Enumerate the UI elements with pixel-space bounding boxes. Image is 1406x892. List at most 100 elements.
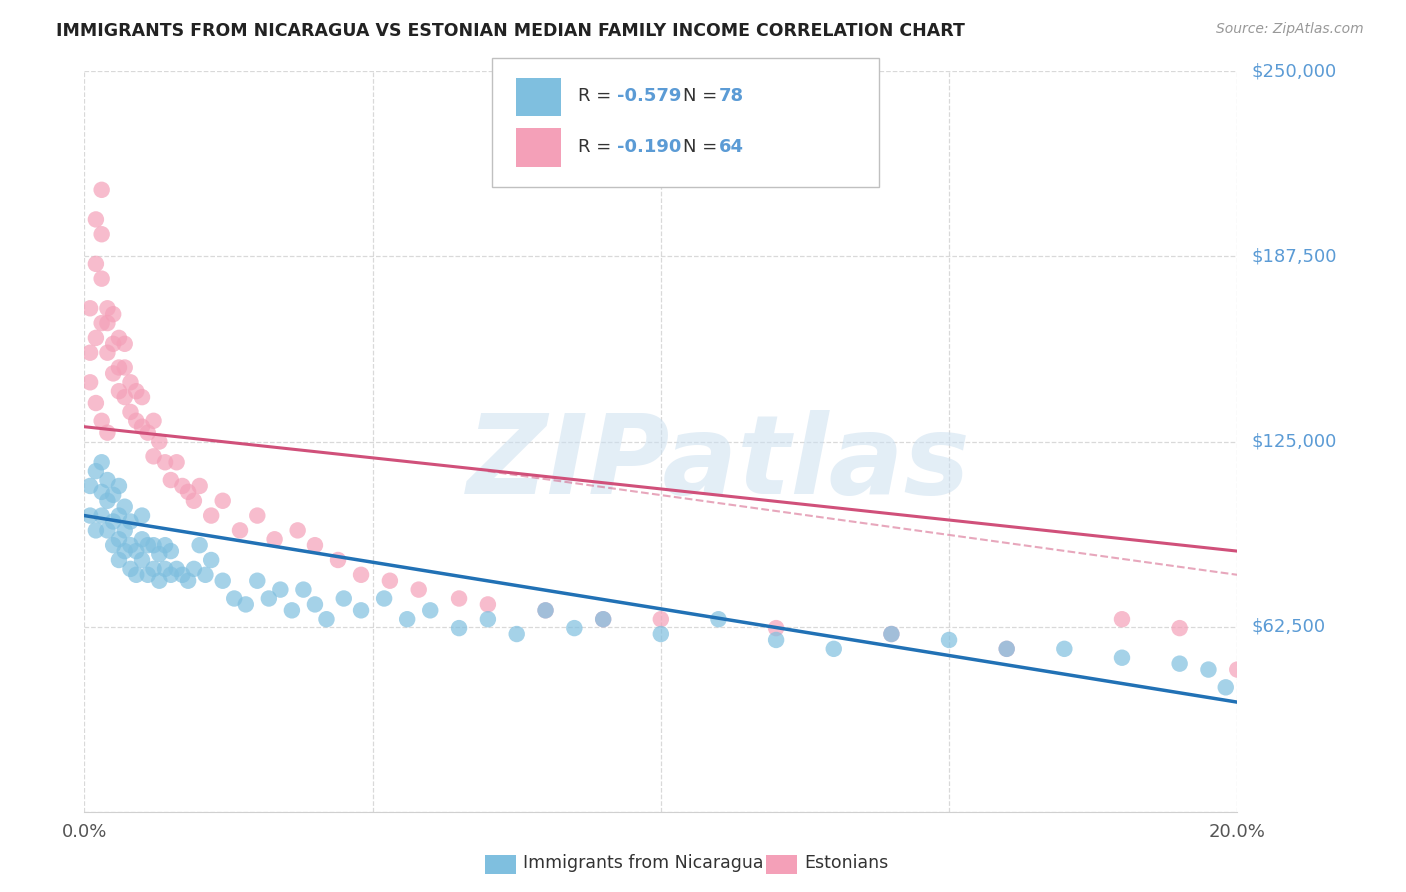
Point bbox=[257, 591, 280, 606]
Point bbox=[211, 493, 233, 508]
Point bbox=[84, 396, 107, 410]
Point bbox=[229, 524, 252, 538]
Point bbox=[304, 598, 326, 612]
Text: 78: 78 bbox=[718, 87, 744, 105]
Point bbox=[177, 574, 200, 588]
Point bbox=[142, 450, 165, 464]
Point bbox=[592, 612, 614, 626]
Point bbox=[96, 425, 118, 440]
Point bbox=[707, 612, 730, 626]
Point bbox=[564, 621, 586, 635]
Point bbox=[263, 533, 285, 547]
Point bbox=[172, 567, 194, 582]
Point bbox=[90, 414, 112, 428]
Point bbox=[188, 538, 211, 552]
Point bbox=[166, 562, 188, 576]
Point bbox=[506, 627, 529, 641]
Point bbox=[153, 562, 176, 576]
Text: R =: R = bbox=[578, 138, 617, 156]
Point bbox=[108, 331, 131, 345]
Point bbox=[114, 390, 136, 404]
Point bbox=[103, 515, 124, 529]
Point bbox=[281, 603, 304, 617]
Text: N =: N = bbox=[683, 87, 723, 105]
Point bbox=[96, 524, 118, 538]
Point bbox=[148, 547, 170, 561]
Point bbox=[292, 582, 315, 597]
Text: $250,000: $250,000 bbox=[1251, 62, 1337, 80]
Text: 64: 64 bbox=[718, 138, 744, 156]
Point bbox=[995, 641, 1018, 656]
Point bbox=[96, 316, 118, 330]
Point bbox=[114, 336, 136, 351]
Point bbox=[114, 544, 136, 558]
Point bbox=[108, 533, 131, 547]
Point bbox=[477, 612, 499, 626]
Point bbox=[995, 641, 1018, 656]
Point bbox=[1168, 621, 1191, 635]
Point bbox=[1215, 681, 1237, 695]
Point bbox=[592, 612, 614, 626]
Point bbox=[246, 508, 269, 523]
Point bbox=[183, 562, 205, 576]
Point bbox=[200, 508, 222, 523]
Point bbox=[108, 508, 131, 523]
Point bbox=[131, 553, 153, 567]
Point bbox=[120, 562, 142, 576]
Point bbox=[350, 567, 373, 582]
Point bbox=[84, 524, 107, 538]
Point bbox=[84, 212, 107, 227]
Point bbox=[142, 538, 165, 552]
Point bbox=[114, 524, 136, 538]
Point bbox=[90, 508, 112, 523]
Point bbox=[90, 271, 112, 285]
Point bbox=[142, 562, 165, 576]
Point bbox=[880, 627, 903, 641]
Point bbox=[84, 464, 107, 478]
Point bbox=[378, 574, 401, 588]
Text: -0.579: -0.579 bbox=[617, 87, 682, 105]
Point bbox=[136, 538, 159, 552]
Point bbox=[650, 612, 672, 626]
Point bbox=[79, 376, 101, 390]
Text: IMMIGRANTS FROM NICARAGUA VS ESTONIAN MEDIAN FAMILY INCOME CORRELATION CHART: IMMIGRANTS FROM NICARAGUA VS ESTONIAN ME… bbox=[56, 22, 965, 40]
Point bbox=[419, 603, 441, 617]
Point bbox=[96, 345, 118, 359]
Point bbox=[84, 257, 107, 271]
Point bbox=[120, 515, 142, 529]
Point bbox=[1111, 612, 1133, 626]
Point bbox=[765, 621, 787, 635]
Point bbox=[153, 538, 176, 552]
Text: $62,500: $62,500 bbox=[1251, 617, 1326, 636]
Point bbox=[315, 612, 337, 626]
Point bbox=[160, 567, 183, 582]
Point bbox=[938, 632, 960, 647]
Point bbox=[90, 227, 112, 242]
Point bbox=[287, 524, 309, 538]
Point bbox=[90, 183, 112, 197]
Point bbox=[166, 455, 188, 469]
Point bbox=[153, 455, 176, 469]
Text: $125,000: $125,000 bbox=[1251, 433, 1337, 450]
Text: Source: ZipAtlas.com: Source: ZipAtlas.com bbox=[1216, 22, 1364, 37]
Point bbox=[1198, 663, 1220, 677]
Point bbox=[103, 307, 124, 321]
Point bbox=[823, 641, 845, 656]
Point bbox=[79, 345, 101, 359]
Point bbox=[269, 582, 291, 597]
Point bbox=[396, 612, 419, 626]
Point bbox=[326, 553, 349, 567]
Point bbox=[172, 479, 194, 493]
Point bbox=[103, 336, 124, 351]
Point bbox=[148, 574, 170, 588]
Point bbox=[136, 567, 159, 582]
Point bbox=[136, 425, 159, 440]
Point bbox=[108, 479, 131, 493]
Point bbox=[103, 538, 124, 552]
Point bbox=[183, 493, 205, 508]
Text: ZIPatlas: ZIPatlas bbox=[467, 410, 970, 517]
Point bbox=[477, 598, 499, 612]
Point bbox=[125, 384, 148, 399]
Point bbox=[246, 574, 269, 588]
Point bbox=[84, 331, 107, 345]
